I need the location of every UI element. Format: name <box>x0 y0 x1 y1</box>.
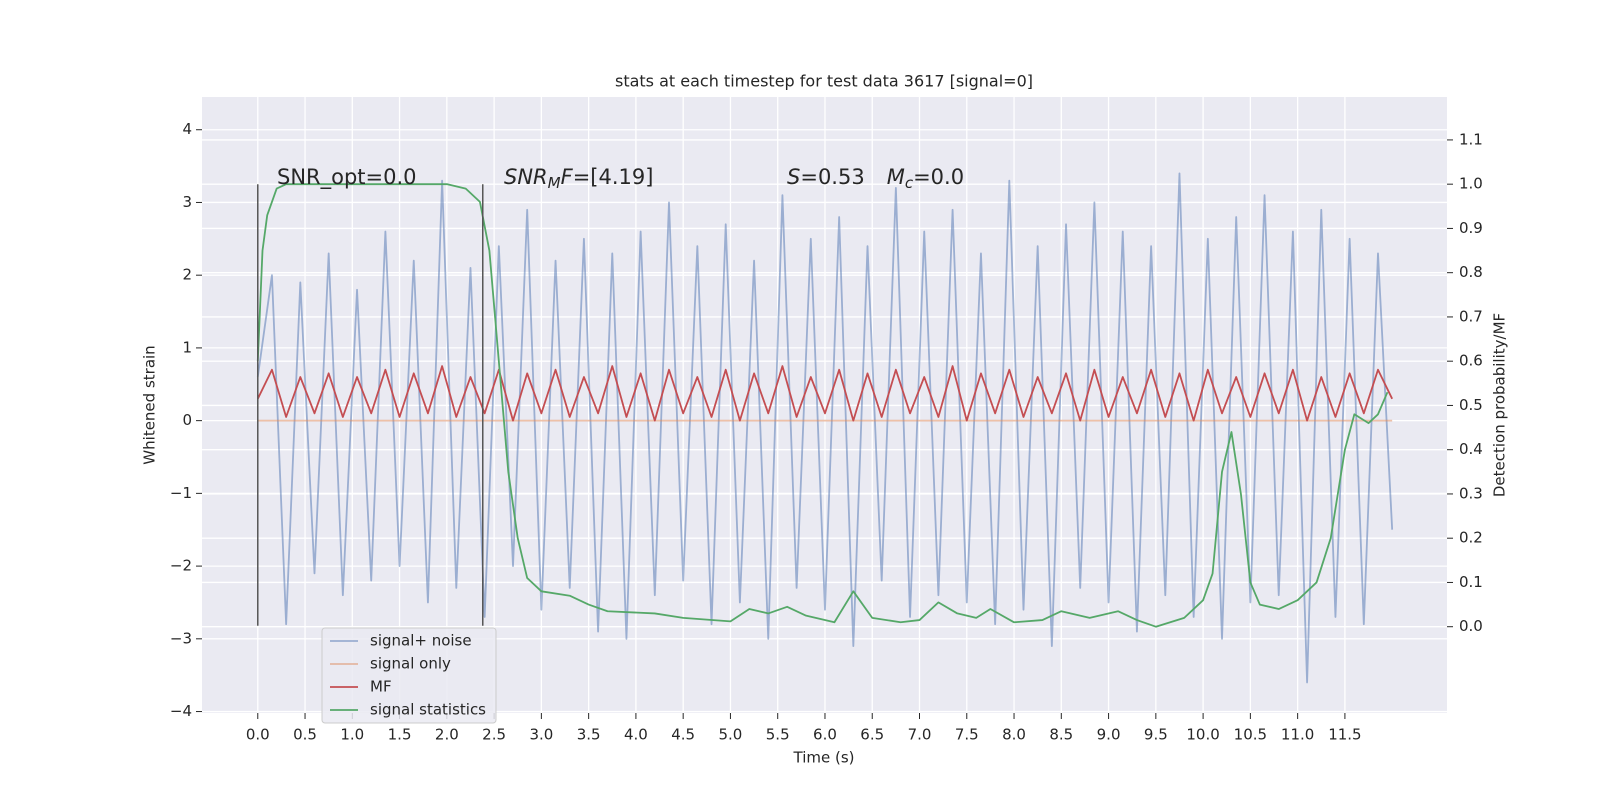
x-axis-label: Time (s) <box>793 749 855 767</box>
y2-axis-label: Detection probability/MF <box>1491 313 1509 497</box>
x-tick-label: 6.0 <box>813 726 837 744</box>
legend-label: signal statistics <box>370 701 486 719</box>
y2-tick-label: 0.1 <box>1459 573 1483 591</box>
y2-tick-label: 0.9 <box>1459 219 1483 237</box>
y2-tick-label: 0.7 <box>1459 307 1483 325</box>
x-tick-label: 4.0 <box>624 726 648 744</box>
x-tick-label: 0.0 <box>246 726 270 744</box>
y2-tick-label: 1.1 <box>1459 130 1483 148</box>
x-tick-label: 10.0 <box>1186 726 1219 744</box>
x-tick-label: 2.0 <box>435 726 459 744</box>
y-tick-label: −2 <box>170 557 192 575</box>
x-tick-label: 1.5 <box>388 726 412 744</box>
annotation-part: F <box>561 165 574 189</box>
annotation-part: M <box>548 174 561 192</box>
x-tick-label: 3.5 <box>577 726 601 744</box>
y-tick-label: 0 <box>182 411 192 429</box>
annotation-part: =0.0 <box>913 165 964 189</box>
series-line <box>256 365 1393 422</box>
annotation-part: =[4.19] <box>573 165 654 189</box>
x-tick-label: 7.5 <box>955 726 979 744</box>
chart-title: stats at each timestep for test data 361… <box>615 72 1033 91</box>
x-tick-label: 6.5 <box>860 726 884 744</box>
legend-box <box>321 627 497 724</box>
x-tick-label: 11.0 <box>1281 726 1314 744</box>
x-tick-label: 0.5 <box>293 726 317 744</box>
annotation-part: =0.53 <box>800 165 864 189</box>
y-tick-label: −1 <box>170 484 192 502</box>
y2-tick-label: 0.8 <box>1459 263 1483 281</box>
x-tick-label: 5.5 <box>766 726 790 744</box>
x-tick-label: 9.0 <box>1097 726 1121 744</box>
annotation: S=0.53 Mc=0.0 <box>787 165 964 192</box>
x-tick-label: 5.0 <box>719 726 743 744</box>
y2-tick-label: 0.6 <box>1459 352 1483 370</box>
y2-tick-label: 0.2 <box>1459 529 1483 547</box>
y2-tick-label: 0.0 <box>1459 617 1483 635</box>
x-tick-label: 7.0 <box>908 726 932 744</box>
series-line <box>256 183 1389 628</box>
y2-tick-label: 0.5 <box>1459 396 1483 414</box>
y-tick-label: −4 <box>170 702 192 720</box>
x-tick-label: 3.0 <box>529 726 553 744</box>
annotation: SNRMF=[4.19] <box>504 165 653 192</box>
x-tick-label: 1.0 <box>340 726 364 744</box>
annotation-part: SNR <box>504 165 548 189</box>
x-tick-label: 2.5 <box>482 726 506 744</box>
x-tick-label: 8.5 <box>1049 726 1073 744</box>
x-tick-label: 9.5 <box>1144 726 1168 744</box>
y-axis-label: Whitened strain <box>141 345 159 464</box>
x-tick-label: 4.5 <box>671 726 695 744</box>
y2-tick-label: 0.3 <box>1459 484 1483 502</box>
legend-label: signal only <box>370 655 451 673</box>
x-tick-label: 8.0 <box>1002 726 1026 744</box>
y-tick-label: 2 <box>182 266 192 284</box>
y-tick-label: 1 <box>182 338 192 356</box>
x-tick-label: 11.5 <box>1328 726 1361 744</box>
legend-label: signal+ noise <box>370 632 472 650</box>
annotation-part: SNR_opt=0.0 <box>277 165 417 190</box>
y2-tick-label: 1.0 <box>1459 175 1483 193</box>
x-tick-label: 10.5 <box>1234 726 1267 744</box>
series-line <box>256 172 1394 684</box>
annotation: SNR_opt=0.0 <box>277 165 417 190</box>
y-tick-label: 4 <box>182 120 192 138</box>
y2-tick-label: 0.4 <box>1459 440 1483 458</box>
annotation-part: M <box>887 165 905 189</box>
annotation-part: S <box>787 165 800 189</box>
y-tick-label: −3 <box>170 629 192 647</box>
y-tick-label: 3 <box>182 193 192 211</box>
annotation-part: c <box>905 174 914 192</box>
legend-label: MF <box>370 678 392 696</box>
